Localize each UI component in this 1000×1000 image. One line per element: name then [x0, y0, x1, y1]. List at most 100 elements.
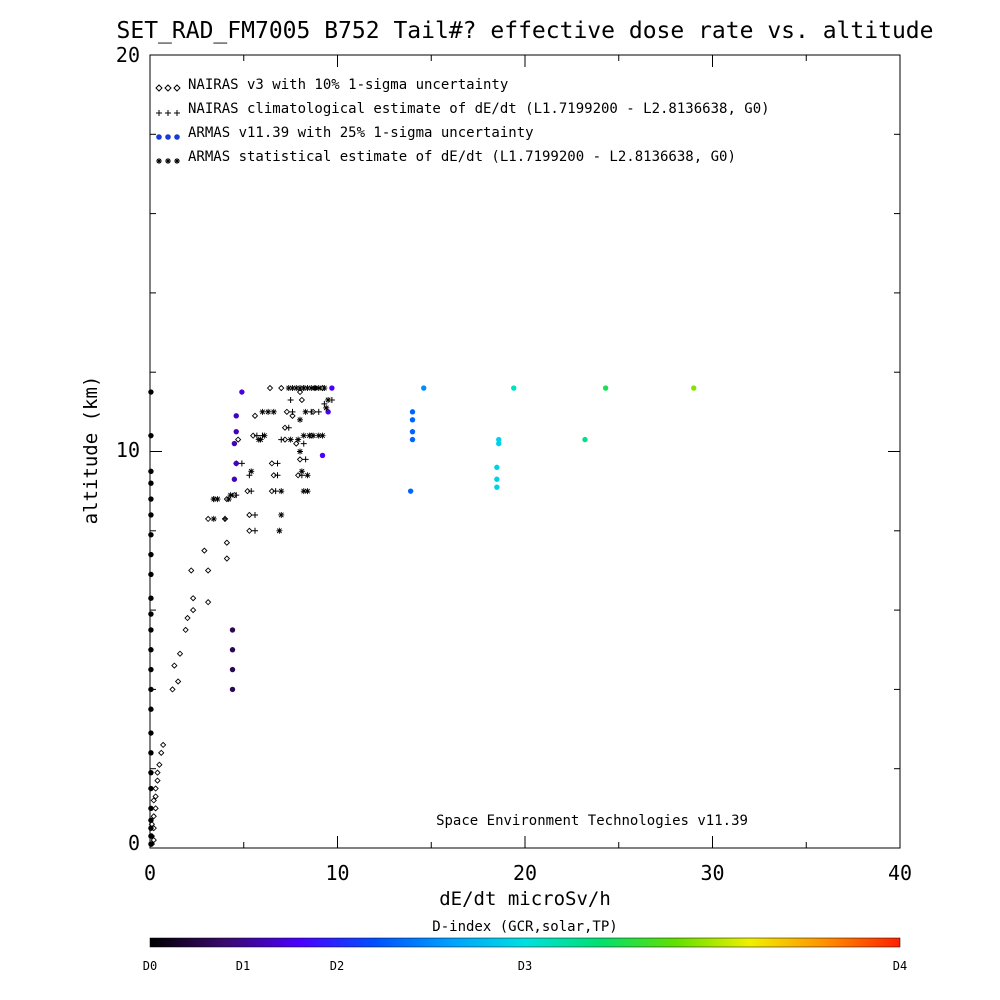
armas-statistical-point: [248, 468, 255, 475]
x-axis-label: dE/dt microSv/h: [439, 888, 611, 910]
armas-statistical-point: [300, 488, 307, 495]
armas-point: [148, 532, 154, 538]
nairas-point: [266, 384, 274, 392]
nairas-point: [176, 650, 184, 657]
nairas-point: [298, 396, 306, 404]
armas-statistical-point: [257, 436, 264, 443]
legend-marker-diamond: [155, 84, 181, 92]
nairas-point: [169, 686, 176, 693]
x-tick-label-20: 20: [513, 861, 537, 885]
legend-label-armas-statistical: ARMAS statistical estimate of dE/dt (L1.…: [188, 149, 736, 165]
armas-point: [148, 825, 154, 831]
colorbar-ticks: D0 D1 D2 D3 D4: [143, 959, 907, 973]
x-tick-label-40: 40: [888, 861, 912, 885]
armas-point: [148, 551, 154, 558]
armas-point: [148, 805, 154, 812]
armas-point: [148, 432, 154, 439]
armas-statistical-point: [304, 472, 311, 479]
nairas-point: [189, 595, 197, 602]
nairas-climatological-point: [278, 436, 285, 443]
armas-statistical-point: [278, 511, 285, 518]
armas-point: [148, 611, 154, 617]
armas-statistical-point: [297, 385, 303, 392]
armas-point: [329, 385, 335, 391]
armas-statistical-point: [302, 408, 309, 415]
armas-statistical-point: [312, 385, 318, 392]
nairas-point: [251, 412, 259, 419]
armas-point: [148, 686, 154, 693]
nairas-climatological-point: [287, 396, 294, 403]
armas-point: [494, 476, 500, 482]
armas-statistical-point: [293, 385, 300, 392]
colorbar-tick-d3: D3: [518, 959, 532, 973]
y-axis-label: altitude (km): [80, 376, 102, 525]
plot-area: [149, 54, 901, 849]
armas-statistical-point: [325, 396, 332, 403]
nairas-point: [150, 813, 157, 820]
series-plus: [210, 385, 335, 534]
nairas-climatological-point: [315, 408, 322, 415]
armas-point: [409, 417, 416, 423]
nairas-climatological-point: [248, 488, 255, 495]
nairas-point: [184, 614, 191, 622]
nairas-point: [246, 511, 253, 519]
nairas-point: [152, 785, 159, 792]
data-marks: [148, 384, 697, 848]
nairas-climatological-point: [285, 424, 292, 431]
armas-point: [148, 627, 154, 633]
armas-point: [148, 769, 154, 776]
armas-point: [148, 841, 154, 847]
armas-point: [233, 460, 239, 467]
armas-statistical-point: [259, 408, 266, 415]
y-tick-label-10: 10: [116, 438, 140, 462]
nairas-point: [154, 769, 161, 776]
nairas-climatological-point: [233, 492, 240, 499]
armas-point: [409, 436, 416, 443]
armas-statistical-point: [227, 492, 234, 499]
nairas-point: [293, 440, 300, 447]
nairas-point: [150, 836, 157, 844]
nairas-point: [158, 749, 165, 756]
armas-statistical-point: [321, 385, 328, 392]
nairas-point: [188, 567, 195, 574]
armas-point: [148, 706, 154, 712]
nairas-point: [278, 384, 285, 392]
nairas-point: [223, 539, 231, 546]
nairas-point: [174, 678, 182, 685]
armas-statistical-point: [297, 448, 303, 455]
armas-point: [602, 385, 609, 391]
nairas-point: [152, 805, 159, 812]
armas-point: [691, 385, 697, 391]
armas-statistical-point: [210, 515, 217, 522]
armas-statistical-point: [300, 432, 307, 439]
armas-point: [496, 440, 502, 447]
armas-statistical-point: [210, 496, 217, 503]
x-tick-label-0: 0: [144, 861, 156, 885]
armas-point: [229, 647, 236, 653]
armas-statistical-point: [287, 436, 294, 443]
nairas-climatological-point: [222, 515, 228, 522]
nairas-climatological-point: [274, 460, 281, 467]
colorbar-label: D-index (GCR,solar,TP): [432, 919, 617, 935]
nairas-point: [204, 515, 212, 523]
armas-point: [494, 484, 500, 490]
colorbar-tick-d0: D0: [143, 959, 157, 973]
legend-marker-star: [156, 158, 180, 164]
armas-statistical-point: [276, 527, 283, 534]
armas-point: [148, 512, 154, 518]
armas-point: [148, 833, 154, 839]
nairas-point: [296, 456, 304, 463]
armas-point: [409, 428, 416, 435]
armas-point: [511, 385, 517, 391]
nairas-climatological-point: [289, 408, 296, 415]
legend-label-nairas-climatological: NAIRAS climatological estimate of dE/dt …: [188, 101, 770, 117]
armas-statistical-point: [304, 385, 311, 392]
armas-statistical-point: [319, 432, 326, 439]
armas-statistical-point: [308, 385, 315, 392]
armas-statistical-point: [300, 385, 307, 392]
nairas-point: [281, 436, 289, 443]
nairas-climatological-point: [308, 408, 315, 415]
nairas-point: [189, 606, 197, 614]
legend-marker-plus: [156, 110, 180, 116]
